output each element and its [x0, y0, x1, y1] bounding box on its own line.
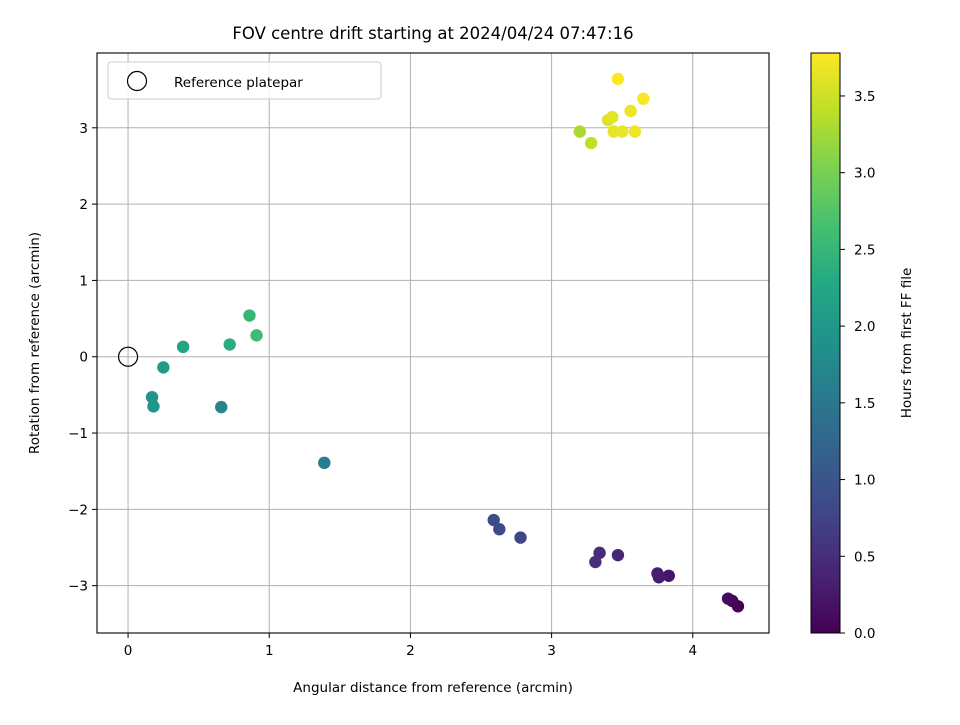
chart-title: FOV centre drift starting at 2024/04/24 …	[232, 24, 633, 43]
data-point	[493, 523, 506, 536]
data-point	[615, 125, 629, 138]
plot-frame	[96, 52, 770, 634]
x-tick-label: 2	[406, 643, 415, 659]
x-tick-label: 0	[124, 643, 133, 659]
x-tick-label: 3	[547, 643, 556, 659]
data-point	[514, 531, 527, 544]
y-tick-label: −1	[68, 426, 88, 442]
legend-label: Reference platepar	[174, 75, 303, 91]
colorbar-scale	[810, 52, 841, 634]
data-point	[584, 136, 598, 150]
y-tick-label: −2	[68, 502, 88, 518]
colorbar-tick-label: 2.0	[854, 319, 875, 335]
data-point	[223, 338, 236, 351]
colorbar: 0.0 0.5 1.0 1.5 2.0 2.5 3.0 3.5	[810, 52, 875, 642]
data-point	[487, 513, 500, 527]
y-tick-label: 1	[79, 273, 88, 289]
colorbar-label: Hours from first FF file	[899, 268, 915, 419]
data-point	[318, 456, 331, 470]
data-point	[573, 125, 587, 138]
colorbar-tick-label: 0.0	[854, 626, 875, 642]
data-point	[624, 104, 637, 118]
x-axis-label: Angular distance from reference (arcmin)	[293, 680, 573, 696]
data-point	[628, 125, 642, 138]
data-point	[637, 92, 650, 105]
colorbar-tick-label: 2.5	[854, 242, 875, 258]
data-point	[147, 400, 160, 413]
data-point	[157, 361, 170, 374]
data-point	[606, 110, 619, 124]
legend-marker	[126, 70, 148, 92]
y-tick-label: −3	[68, 579, 88, 595]
data-point	[651, 567, 664, 580]
data-point	[243, 309, 256, 322]
colorbar-tick-label: 0.5	[854, 549, 875, 565]
colorbar-tick-label: 1.5	[854, 396, 875, 412]
legend: Reference platepar	[107, 61, 382, 100]
y-tick-label: 2	[79, 197, 88, 213]
data-point	[215, 400, 228, 414]
legend-box	[107, 61, 382, 100]
data-points	[117, 72, 745, 613]
data-point	[250, 329, 263, 342]
grid	[97, 53, 769, 633]
data-point	[145, 390, 159, 404]
x-tick-label: 4	[688, 643, 697, 659]
colorbar-tick-label: 3.0	[854, 166, 875, 182]
y-tick-label: 3	[79, 121, 88, 137]
data-point	[611, 72, 625, 86]
y-axis: −3 −2 −1 0 1 2 3	[68, 121, 97, 595]
data-point	[611, 548, 625, 562]
colorbar-tick-label: 3.5	[854, 89, 875, 105]
data-point	[176, 340, 190, 354]
y-axis-label: Rotation from reference (arcmin)	[27, 232, 43, 454]
x-tick-label: 1	[265, 643, 274, 659]
data-point	[662, 569, 675, 582]
reference-platepar-marker	[117, 346, 139, 367]
data-point	[589, 555, 602, 569]
y-tick-label: 0	[79, 350, 88, 366]
colorbar-tick-label: 1.0	[854, 473, 875, 489]
data-point	[721, 592, 735, 605]
data-point	[607, 125, 620, 138]
x-axis: 0 1 2 3 4	[124, 633, 697, 659]
